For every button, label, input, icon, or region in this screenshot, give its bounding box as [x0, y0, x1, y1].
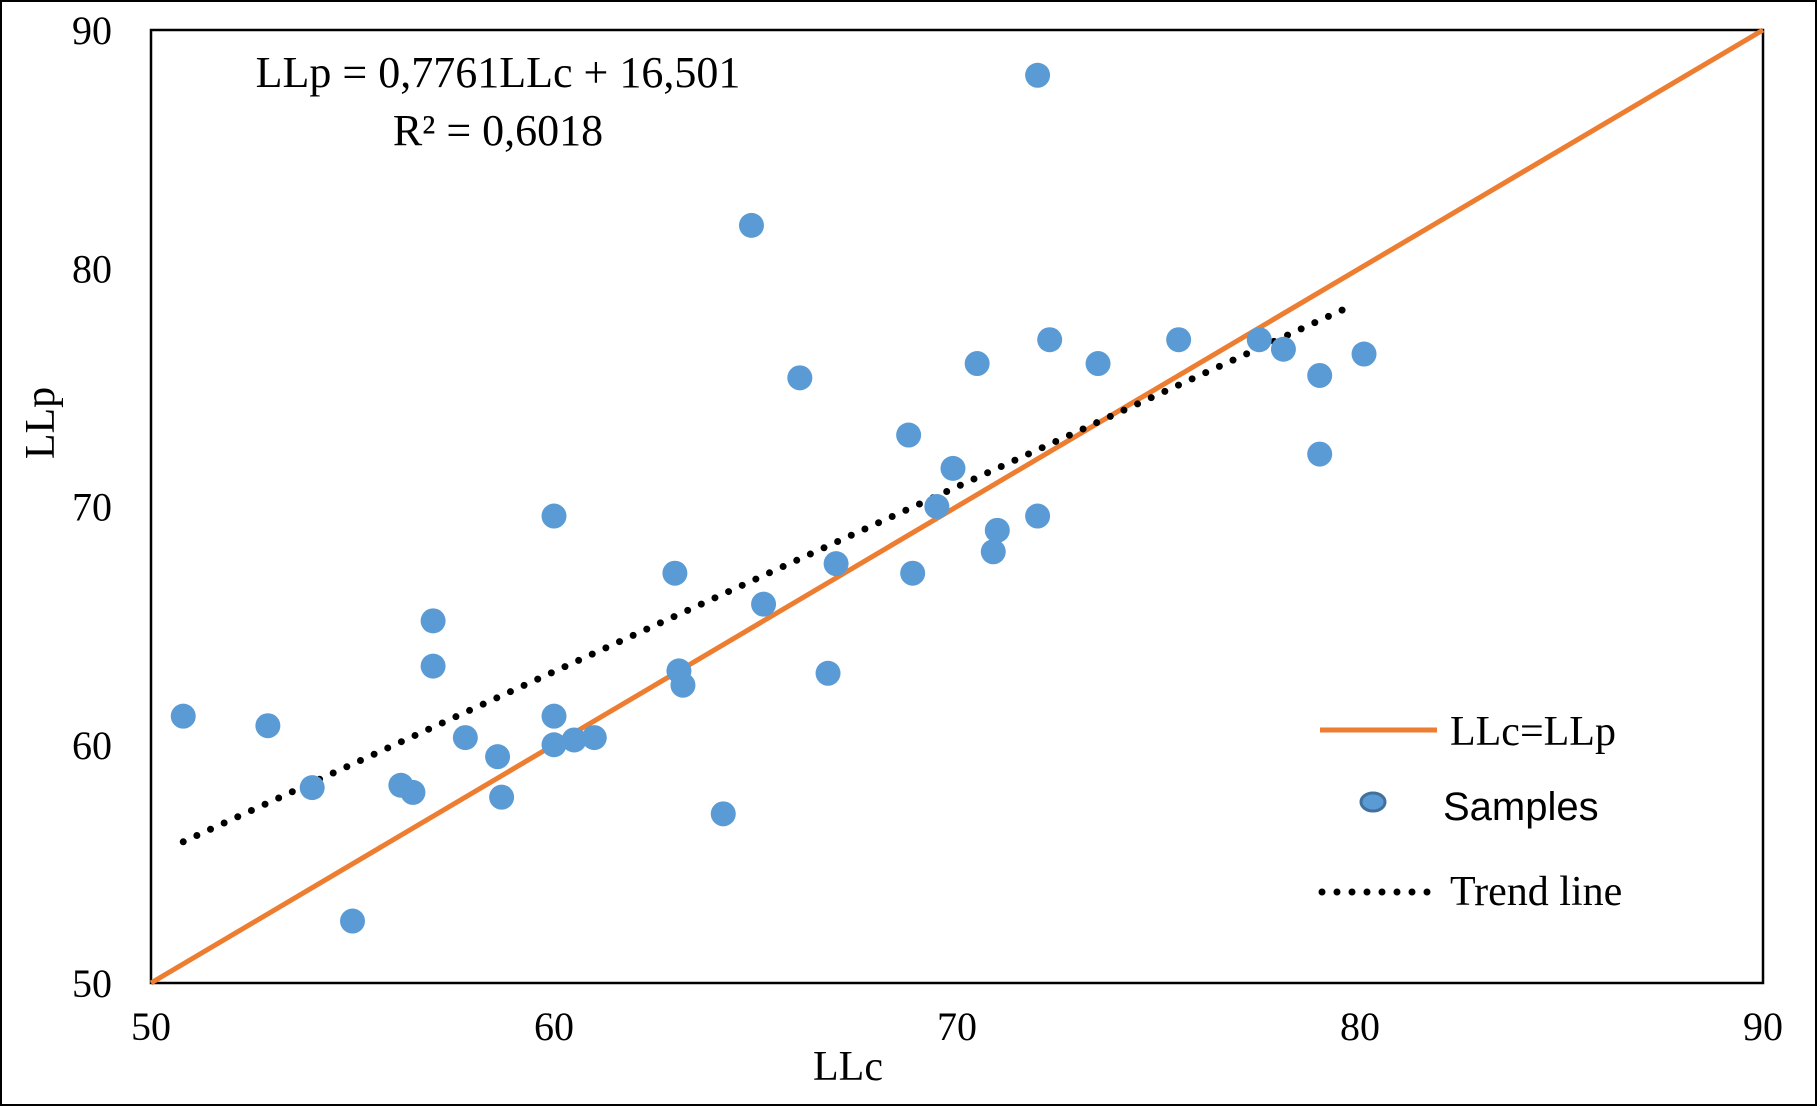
x-tick-label: 70 [937, 1004, 977, 1049]
sample-point [541, 503, 567, 529]
sample-point [541, 703, 567, 729]
y-tick-label: 80 [72, 246, 112, 291]
sample-point [924, 494, 950, 519]
sample-point [984, 517, 1010, 543]
sample-point [980, 539, 1006, 565]
plot-area [149, 28, 1765, 985]
r-squared: R² = 0,6018 [393, 106, 603, 155]
sample-point [1307, 441, 1333, 467]
y-tick-label: 50 [72, 961, 112, 1006]
sample-point [940, 455, 966, 481]
sample-point [452, 725, 478, 751]
sample-point [662, 560, 688, 586]
sample-point [896, 422, 922, 448]
x-tick-label: 80 [1340, 1004, 1380, 1049]
x-tick-label: 90 [1743, 1004, 1783, 1049]
sample-point [751, 591, 777, 617]
sample-point [170, 703, 196, 729]
trend-equation: LLp = 0,7761LLc + 16,501 [256, 48, 741, 97]
sample-point [1270, 336, 1296, 362]
sample-point [738, 212, 764, 238]
sample-point [400, 779, 426, 805]
sample-point [1037, 327, 1063, 353]
sample-point [561, 727, 587, 753]
x-axis-label: LLc [813, 1044, 883, 1090]
legend-trend-label: Trend line [1450, 869, 1622, 915]
legend: LLc=LLp Samples Trend line [1318, 709, 1622, 915]
identity-line [149, 27, 1765, 986]
sample-point [1025, 503, 1051, 529]
x-tick-label: 50 [131, 1004, 171, 1049]
x-tick-label: 60 [534, 1004, 574, 1049]
sample-point [420, 653, 446, 679]
y-tick-label: 90 [72, 8, 112, 53]
y-axis-label: LLp [18, 387, 64, 459]
sample-point [964, 351, 990, 377]
trend-line [179, 302, 1356, 846]
sample-point [1351, 341, 1377, 367]
sample-point [1246, 327, 1272, 353]
sample-point [420, 608, 446, 634]
legend-samples-label: Samples [1443, 785, 1599, 829]
legend-identity-label: LLc=LLp [1450, 709, 1616, 755]
sample-point [1025, 62, 1051, 88]
sample-point [485, 744, 511, 770]
sample-point [900, 560, 926, 586]
sample-point [1307, 362, 1333, 388]
sample-point [670, 672, 696, 698]
sample-point [340, 908, 365, 934]
sample-point [581, 725, 607, 751]
sample-point [1166, 327, 1192, 353]
sample-point [787, 365, 813, 391]
y-tick-label: 70 [72, 485, 112, 530]
sample-point [710, 801, 736, 827]
sample-point [541, 732, 567, 758]
sample-point [299, 775, 325, 801]
sample-point [255, 713, 281, 739]
sample-point [815, 660, 841, 686]
sample-point [1085, 351, 1111, 377]
sample-point [489, 784, 515, 810]
legend-samples-swatch [1359, 791, 1387, 813]
y-tick-label: 60 [72, 723, 112, 768]
sample-point [823, 551, 849, 577]
